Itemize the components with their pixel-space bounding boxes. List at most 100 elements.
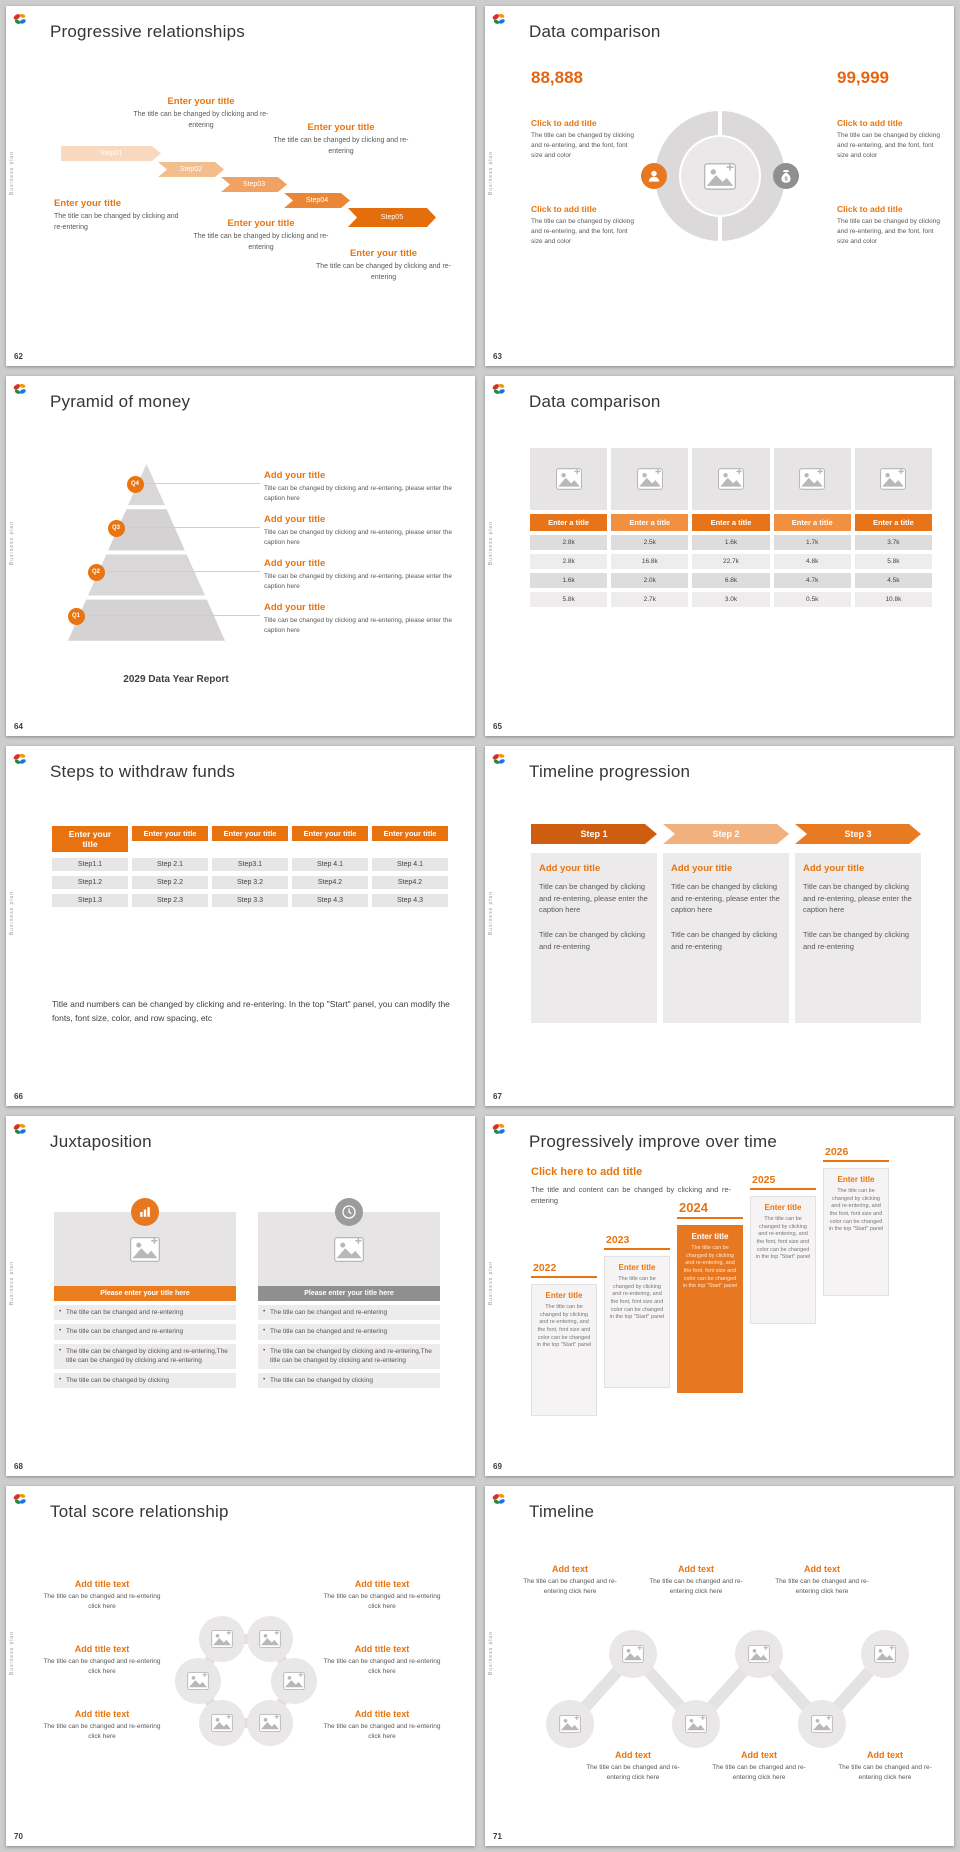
money-badge — [773, 163, 799, 189]
table-header: Enter a title — [854, 514, 932, 531]
placeholder-body: The title can be changed by clicking and… — [828, 1188, 884, 1233]
placeholder-body: The title can be changed and re-entering… — [323, 1593, 441, 1611]
placeholder-body: Title can be changed by clicking and re-… — [264, 573, 453, 591]
slide-67[interactable]: Business plan Timeline progression Step … — [485, 746, 954, 1106]
placeholder-body: The title can be changed and re-entering… — [43, 1658, 161, 1676]
placeholder-body: The title can be changed and re-entering… — [43, 1723, 161, 1741]
brand-logo-icon — [492, 1122, 506, 1136]
brand-logo-icon — [492, 382, 506, 396]
placeholder-title: Add your title — [803, 863, 865, 874]
placeholder-title: Add text — [615, 1750, 651, 1760]
table-cell: 0.5k — [773, 592, 851, 607]
step-column: Enter your title Step1.1 Step1.2 Step1.3 — [52, 826, 128, 907]
step-arrow: Step 3 — [795, 824, 921, 844]
level-label: Q4 — [130, 481, 139, 487]
slide-63[interactable]: Business plan Data comparison 88,888 99,… — [485, 6, 954, 366]
placeholder-title: Add your title — [264, 602, 326, 613]
image-placeholder-icon — [259, 1714, 281, 1732]
step-cell: Step 4.1 — [292, 858, 368, 871]
column-header: Enter your title — [303, 829, 357, 838]
text-block: Add title text The title can be changed … — [322, 1579, 442, 1612]
placeholder-body: The title can be changed by clicking and… — [54, 213, 179, 231]
timeline-column: Step 3 Add your title Title can be chang… — [795, 824, 921, 1023]
brand-logo-icon — [13, 1122, 27, 1136]
table-cell: 3.0k — [692, 592, 770, 607]
slide-62[interactable]: Business plan Progressive relationships … — [6, 6, 475, 366]
table-header: Enter a title — [773, 514, 851, 531]
step-label: Step 2 — [712, 829, 740, 839]
placeholder-title: Add title text — [354, 1644, 410, 1654]
year-block-2022: 2022 Enter title The title can be change… — [531, 1262, 597, 1416]
stat-value-right: 99,999 — [837, 68, 889, 87]
slide-71[interactable]: Business plan Timeline Add text The titl… — [485, 1486, 954, 1846]
side-label: Business plan — [9, 521, 15, 566]
placeholder-body: The title can be changed by clicking and… — [755, 1216, 811, 1261]
table-cell: 2.8k — [530, 554, 608, 569]
timeline-panel: Add your title Title can be changed by c… — [531, 853, 657, 1023]
placeholder-body: The title can be changed by clicking and… — [837, 132, 940, 160]
year-underline — [531, 1276, 597, 1278]
brand-logo-icon — [13, 382, 27, 396]
bullet-item: The title can be changed by clicking and… — [258, 1343, 440, 1369]
image-placeholder-icon — [748, 1645, 770, 1663]
placeholder-body: Title can be changed by clicking and re-… — [264, 529, 453, 547]
step-cell: Step 3.2 — [212, 876, 288, 889]
report-caption: 2029 Data Year Report — [123, 674, 229, 685]
placeholder-title: Enter your title — [307, 122, 375, 133]
slide-64[interactable]: Business plan Pyramid of money Q4 Q3 Q2 … — [6, 376, 475, 736]
slide-title: Progressive relationships — [50, 22, 245, 41]
slide-number: 62 — [14, 352, 23, 361]
image-placeholder-icon — [259, 1630, 281, 1648]
year-box: Enter title The title can be changed by … — [604, 1256, 670, 1388]
slide-69[interactable]: Business plan Progressively improve over… — [485, 1116, 954, 1476]
placeholder-title: Add your title — [264, 470, 326, 481]
year-label: 2025 — [752, 1174, 776, 1186]
image-placeholder-icon — [187, 1672, 209, 1690]
placeholder-body: The title can be changed by clicking and… — [682, 1245, 738, 1290]
table-cell: 3.7k — [854, 535, 932, 550]
image-placeholder-icon — [622, 1645, 644, 1663]
image-placeholder — [692, 448, 770, 510]
placeholder-title: Add your title — [539, 863, 601, 874]
table-cell: 4.8k — [773, 554, 851, 569]
placeholder-title: Add your title — [671, 863, 733, 874]
table-cell: 1.7k — [773, 535, 851, 550]
stat-value-left: 88,888 — [531, 68, 583, 87]
placeholder-title: Add title text — [74, 1709, 130, 1719]
image-placeholder-icon — [811, 1715, 833, 1733]
image-placeholder — [175, 1658, 221, 1704]
placeholder-body: The title can be changed by clicking and… — [273, 137, 409, 155]
image-placeholder — [735, 1630, 783, 1678]
text-block: Add text The title can be changed and re… — [581, 1750, 685, 1783]
chart-icon — [137, 1204, 153, 1220]
placeholder-title: Add title text — [354, 1579, 410, 1589]
year-block-2023: 2023 Enter title The title can be change… — [604, 1234, 670, 1388]
step-label: Step 3 — [844, 829, 872, 839]
image-placeholder — [546, 1700, 594, 1748]
step-cell: Step1.1 — [52, 858, 128, 871]
table-cell: 1.6k — [530, 573, 608, 588]
year-underline — [823, 1160, 889, 1162]
comparison-table: Enter a title Enter a title Enter a titl… — [530, 448, 932, 607]
slide-number: 66 — [14, 1092, 23, 1101]
placeholder-title: Add title text — [74, 1644, 130, 1654]
text-block: Enter your title The title can be change… — [54, 198, 179, 234]
slide-66[interactable]: Business plan Steps to withdraw funds En… — [6, 746, 475, 1106]
leader-line — [88, 615, 260, 616]
slide-70[interactable]: Business plan Total score relationship A… — [6, 1486, 475, 1846]
slide-title: Data comparison — [529, 22, 661, 41]
placeholder-title: Enter your title — [54, 198, 122, 209]
placeholder-body: The title can be changed by clicking and… — [837, 218, 940, 246]
slide-number: 69 — [493, 1462, 502, 1471]
slide-title: Timeline — [529, 1502, 595, 1521]
image-placeholder — [854, 448, 932, 510]
table-cell: 1.6k — [692, 535, 770, 550]
step-cell: Step1.2 — [52, 876, 128, 889]
slide-65[interactable]: Business plan Data comparison Enter a ti… — [485, 376, 954, 736]
pyramid-level-badge: Q1 — [67, 607, 85, 625]
slide-68[interactable]: Business plan Juxtaposition Please enter… — [6, 1116, 475, 1476]
image-placeholder-icon — [211, 1714, 233, 1732]
card-title-bar: Please enter your title here — [54, 1286, 236, 1301]
placeholder-body: Title can be changed by clicking and re-… — [671, 929, 778, 951]
